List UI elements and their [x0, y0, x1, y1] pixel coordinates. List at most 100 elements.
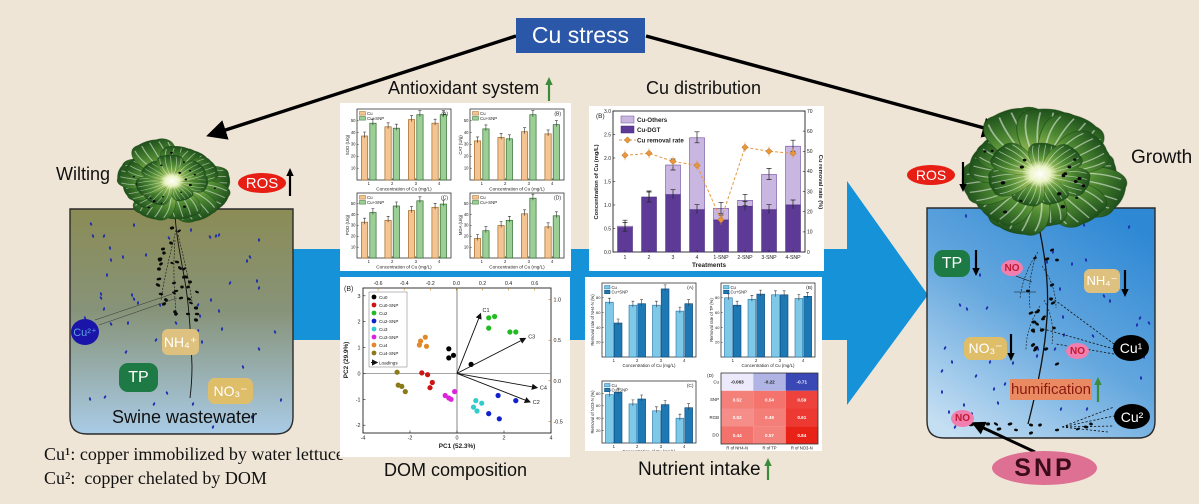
svg-text:-2: -2 — [356, 423, 361, 429]
svg-text:(B): (B) — [596, 113, 605, 120]
svg-text:0.0: 0.0 — [554, 379, 562, 385]
svg-text:C2: C2 — [533, 400, 540, 406]
svg-text:Cu2: Cu2 — [379, 311, 388, 316]
svg-text:Concentration of Cu (mg/L): Concentration of Cu (mg/L) — [742, 363, 795, 368]
svg-text:4: 4 — [551, 181, 554, 186]
svg-text:2.5: 2.5 — [604, 132, 611, 138]
svg-text:2: 2 — [503, 436, 506, 442]
svg-text:Concentration of Cu (mg/L): Concentration of Cu (mg/L) — [489, 265, 545, 270]
svg-text:0.61: 0.61 — [797, 415, 806, 420]
svg-text:Cu+SNP: Cu+SNP — [367, 116, 384, 121]
svg-text:Cu+SNP: Cu+SNP — [612, 388, 629, 393]
svg-text:60: 60 — [596, 403, 601, 408]
svg-text:MDA (U/g): MDA (U/g) — [458, 214, 463, 235]
svg-text:30: 30 — [464, 142, 469, 147]
svg-text:C4: C4 — [540, 386, 547, 392]
svg-text:4: 4 — [438, 259, 441, 264]
svg-text:4: 4 — [683, 444, 686, 449]
svg-text:-1: -1 — [356, 397, 361, 403]
svg-text:20: 20 — [464, 234, 469, 239]
svg-text:Cu+SNP: Cu+SNP — [480, 116, 497, 121]
svg-text:4: 4 — [551, 259, 554, 264]
svg-text:0: 0 — [807, 250, 810, 256]
svg-text:(D): (D) — [707, 373, 714, 379]
svg-text:3: 3 — [779, 358, 782, 363]
svg-text:Cu+SNP: Cu+SNP — [612, 290, 629, 295]
svg-text:R of TP: R of TP — [762, 446, 776, 451]
svg-text:(D): (D) — [554, 196, 561, 202]
svg-text:20: 20 — [351, 154, 356, 159]
svg-text:10: 10 — [807, 230, 813, 236]
svg-text:30: 30 — [807, 189, 813, 195]
svg-text:10: 10 — [351, 165, 356, 170]
svg-text:80: 80 — [596, 391, 601, 396]
svg-text:60: 60 — [715, 310, 720, 315]
svg-text:C3: C3 — [528, 335, 535, 341]
svg-text:Cu+SNP: Cu+SNP — [731, 290, 748, 295]
svg-text:0.52: 0.52 — [733, 415, 742, 420]
svg-text:(B): (B) — [554, 112, 561, 118]
svg-text:40: 40 — [596, 416, 601, 421]
svg-text:1: 1 — [481, 181, 484, 186]
svg-text:Cu-DGT: Cu-DGT — [637, 127, 661, 134]
svg-text:4: 4 — [550, 436, 553, 442]
svg-text:50: 50 — [807, 149, 813, 155]
svg-text:2-SNP: 2-SNP — [737, 255, 753, 261]
svg-text:4: 4 — [683, 358, 686, 363]
svg-text:3: 3 — [528, 181, 531, 186]
svg-text:1: 1 — [481, 259, 484, 264]
svg-text:1: 1 — [368, 181, 371, 186]
svg-text:60: 60 — [807, 129, 813, 135]
svg-text:Cu0-SNP: Cu0-SNP — [379, 303, 398, 308]
svg-text:50: 50 — [351, 201, 356, 206]
svg-text:Cu: Cu — [480, 111, 486, 116]
svg-text:Cu-Others: Cu-Others — [637, 117, 668, 124]
svg-text:SNP: SNP — [710, 397, 719, 402]
svg-text:Cu: Cu — [612, 285, 618, 290]
svg-text:Loadings: Loadings — [379, 361, 398, 366]
svg-text:30: 30 — [464, 223, 469, 228]
svg-text:RGB: RGB — [709, 415, 719, 420]
svg-text:4: 4 — [696, 255, 699, 261]
svg-text:1: 1 — [358, 346, 361, 352]
svg-text:Removal of NO3-N (%): Removal of NO3-N (%) — [590, 390, 595, 434]
svg-text:40: 40 — [464, 130, 469, 135]
svg-text:-0.22: -0.22 — [764, 380, 775, 385]
svg-text:30: 30 — [351, 223, 356, 228]
svg-text:2: 2 — [358, 320, 361, 326]
svg-text:3: 3 — [358, 294, 361, 300]
svg-text:Removal rate of TP (%): Removal rate of TP (%) — [709, 298, 714, 342]
svg-text:0.59: 0.59 — [797, 397, 806, 402]
svg-text:3: 3 — [660, 444, 663, 449]
svg-text:20: 20 — [807, 210, 813, 216]
svg-text:1: 1 — [613, 444, 616, 449]
svg-text:0: 0 — [358, 371, 361, 377]
svg-text:2: 2 — [648, 255, 651, 261]
svg-text:Treatments: Treatments — [692, 262, 727, 269]
svg-text:Cu removal rate (%): Cu removal rate (%) — [817, 155, 823, 210]
svg-text:POD (U/g): POD (U/g) — [345, 214, 350, 235]
svg-text:Cu: Cu — [367, 195, 373, 200]
svg-text:R of NH4-N: R of NH4-N — [726, 446, 748, 451]
svg-text:3.0: 3.0 — [604, 109, 611, 115]
svg-text:2: 2 — [391, 259, 394, 264]
svg-text:Cu: Cu — [731, 285, 737, 290]
svg-text:0.0: 0.0 — [604, 250, 611, 256]
svg-text:3: 3 — [672, 255, 675, 261]
svg-text:50: 50 — [351, 118, 356, 123]
svg-text:Cu+SNP: Cu+SNP — [367, 200, 384, 205]
svg-text:10: 10 — [464, 165, 469, 170]
svg-text:20: 20 — [596, 340, 601, 345]
svg-text:70: 70 — [807, 109, 813, 115]
svg-text:0.0: 0.0 — [453, 281, 460, 287]
svg-text:3: 3 — [415, 259, 418, 264]
svg-text:-0.063: -0.063 — [731, 380, 744, 385]
svg-text:0.5: 0.5 — [554, 338, 562, 344]
svg-text:(A): (A) — [441, 112, 448, 118]
svg-text:Concentration of Cu (mg/L): Concentration of Cu (mg/L) — [594, 144, 600, 219]
svg-text:-0.6: -0.6 — [374, 281, 383, 287]
svg-text:Cu: Cu — [713, 380, 719, 385]
svg-text:1.5: 1.5 — [604, 179, 611, 185]
svg-text:Cu4: Cu4 — [379, 343, 388, 348]
svg-text:20: 20 — [715, 340, 720, 345]
